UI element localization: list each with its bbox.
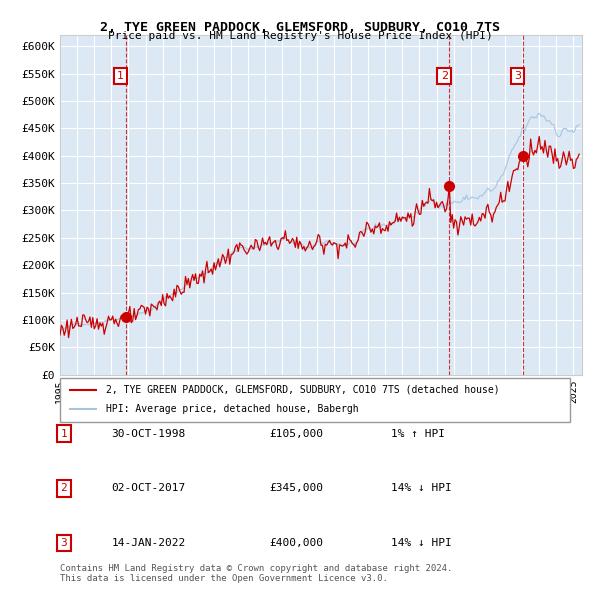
Text: 2: 2 <box>61 483 67 493</box>
Text: 2: 2 <box>440 71 448 81</box>
Text: 1: 1 <box>117 71 124 81</box>
Text: 3: 3 <box>61 538 67 548</box>
Text: 14-JAN-2022: 14-JAN-2022 <box>112 538 185 548</box>
Text: HPI: Average price, detached house, Babergh: HPI: Average price, detached house, Babe… <box>106 405 359 414</box>
Text: 14% ↓ HPI: 14% ↓ HPI <box>391 483 452 493</box>
Text: £345,000: £345,000 <box>270 483 324 493</box>
Text: 1: 1 <box>61 428 67 438</box>
Text: 14% ↓ HPI: 14% ↓ HPI <box>391 538 452 548</box>
Text: £400,000: £400,000 <box>270 538 324 548</box>
Text: Price paid vs. HM Land Registry's House Price Index (HPI): Price paid vs. HM Land Registry's House … <box>107 31 493 41</box>
Text: 02-OCT-2017: 02-OCT-2017 <box>112 483 185 493</box>
Text: 30-OCT-1998: 30-OCT-1998 <box>112 428 185 438</box>
Text: Contains HM Land Registry data © Crown copyright and database right 2024.
This d: Contains HM Land Registry data © Crown c… <box>60 563 452 583</box>
Text: 2, TYE GREEN PADDOCK, GLEMSFORD, SUDBURY, CO10 7TS (detached house): 2, TYE GREEN PADDOCK, GLEMSFORD, SUDBURY… <box>106 385 500 395</box>
Text: 3: 3 <box>514 71 521 81</box>
Text: 2, TYE GREEN PADDOCK, GLEMSFORD, SUDBURY, CO10 7TS: 2, TYE GREEN PADDOCK, GLEMSFORD, SUDBURY… <box>100 21 500 34</box>
FancyBboxPatch shape <box>60 378 570 422</box>
Text: 1% ↑ HPI: 1% ↑ HPI <box>391 428 445 438</box>
Text: £105,000: £105,000 <box>270 428 324 438</box>
